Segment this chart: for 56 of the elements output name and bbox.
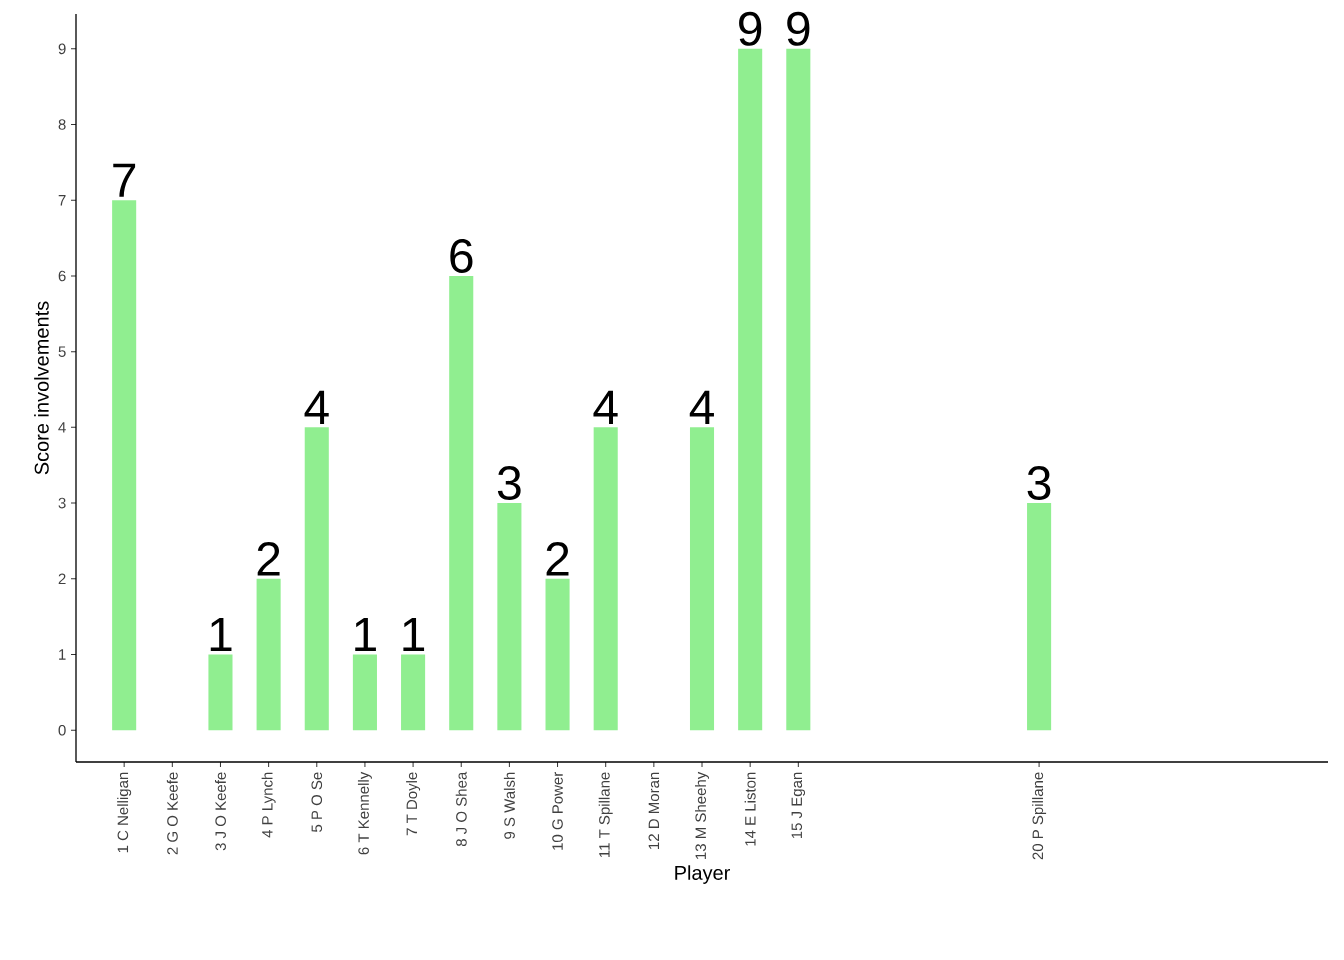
y-tick-label: 5	[58, 346, 66, 357]
bar	[689, 427, 715, 731]
bar	[497, 503, 522, 731]
data-label: 2	[546, 542, 569, 576]
y-tick-label: 3	[58, 497, 66, 509]
bar	[593, 427, 618, 731]
data-label: 1	[210, 617, 232, 651]
data-label: 4	[593, 390, 618, 424]
x-tick-label: 9 S Walsh	[503, 772, 515, 839]
data-label: 2	[257, 542, 280, 576]
bar	[786, 48, 811, 731]
bar	[208, 654, 233, 731]
bar	[304, 427, 329, 731]
bar	[545, 578, 570, 731]
x-tick-label: 8 J O Shea	[455, 771, 467, 847]
bar	[738, 48, 763, 731]
data-label: 3	[497, 466, 521, 501]
y-tick-label: 4	[58, 422, 66, 433]
x-tick-label: 1 C Nelligan	[117, 772, 132, 853]
bar	[449, 275, 474, 731]
data-label: 9	[787, 11, 810, 46]
y-tick-label: 7	[58, 195, 66, 206]
data-label: 1	[355, 617, 376, 651]
bar	[112, 200, 137, 731]
x-tick-label: 7 T Doyle	[406, 772, 421, 836]
x-tick-label: 12 D Moran	[648, 772, 660, 849]
x-tick-label: 4 P Lynch	[261, 772, 276, 838]
x-tick-label: 20 P Spillane	[1032, 772, 1047, 860]
y-tick-label: 6	[58, 270, 66, 282]
y-axis-title: Score involvements	[34, 301, 49, 475]
data-label: 6	[450, 238, 473, 273]
x-axis-title: Player	[675, 865, 730, 884]
bar	[256, 578, 281, 731]
y-tick-label: 2	[58, 573, 66, 585]
y-tick-label: 1	[59, 649, 66, 660]
data-label: 4	[689, 390, 714, 424]
bar	[352, 654, 377, 731]
x-tick-label: 13 M Sheehy	[695, 771, 709, 859]
x-tick-label: 15 J Egan	[791, 772, 806, 839]
x-tick-label: 14 E Liston	[744, 772, 756, 846]
bar	[401, 654, 426, 731]
bar	[1027, 503, 1052, 731]
data-label: 3	[1027, 466, 1051, 501]
y-tick-label: 0	[58, 724, 66, 736]
x-tick-label: 3 J O Keefe	[214, 772, 226, 851]
data-label: 7	[113, 163, 136, 197]
x-tick-label: 6 T Kennelly	[357, 771, 372, 855]
y-tick-label: 9	[58, 43, 66, 55]
data-label: 1	[403, 617, 425, 651]
data-label: 9	[739, 11, 762, 46]
y-tick-label: 8	[58, 119, 66, 130]
x-tick-label: 5 P O Se	[311, 772, 323, 832]
data-label: 4	[304, 390, 329, 424]
x-tick-label: 11 T Spillane	[598, 772, 613, 857]
x-tick-label: 2 G O Keefe	[166, 772, 178, 855]
x-tick-label: 10 G Power	[552, 771, 563, 850]
